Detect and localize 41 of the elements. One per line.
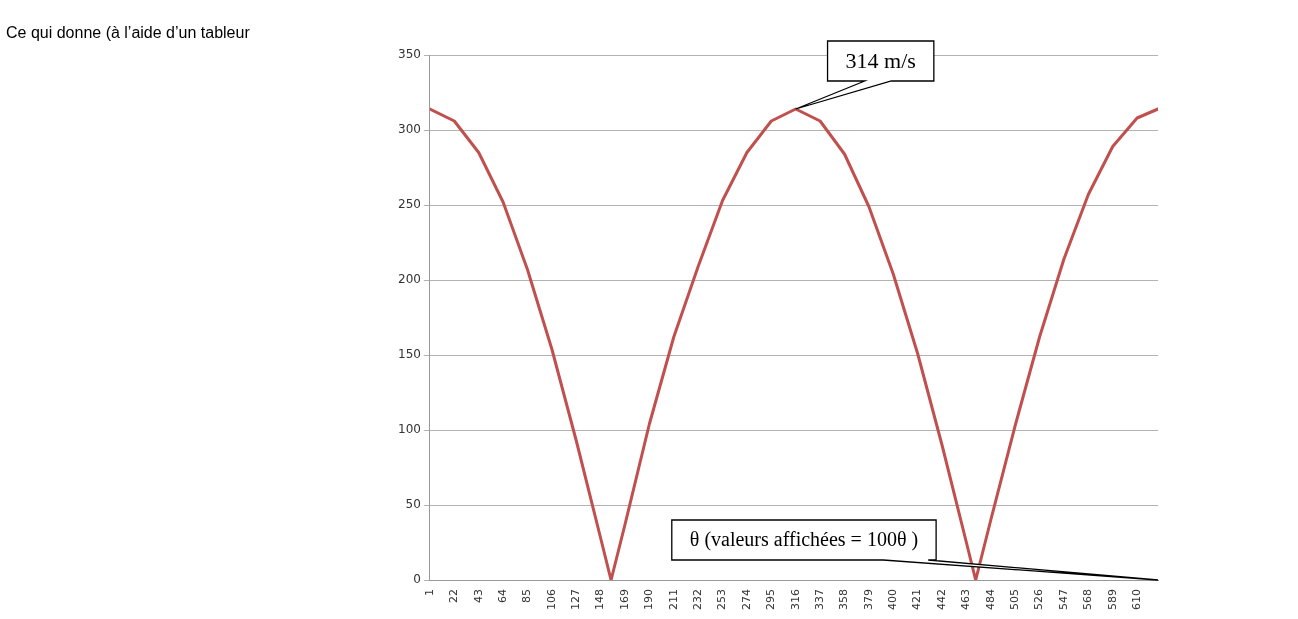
x-tick-label: 295 — [764, 589, 778, 610]
x-tick-label: 43 — [471, 589, 485, 603]
x-tick-label: 106 — [544, 589, 558, 610]
x-tick-label: 547 — [1056, 589, 1070, 610]
x-tick-label: 484 — [983, 589, 997, 610]
x-tick-label: 274 — [739, 589, 753, 610]
x-tick-label: 253 — [715, 589, 729, 610]
x-tick-label: 421 — [910, 589, 924, 610]
y-tick-label: 50 — [405, 497, 421, 512]
x-tick-label: 463 — [959, 589, 973, 610]
y-tick-label: 100 — [398, 422, 421, 437]
x-tick-label: 337 — [812, 589, 826, 610]
x-tick-label: 526 — [1032, 589, 1046, 610]
x-tick-label: 442 — [934, 589, 948, 610]
y-tick-label: 0 — [413, 572, 421, 587]
x-tick-label: 505 — [1008, 589, 1022, 610]
x-tick-label: 190 — [642, 589, 656, 610]
y-tick-label: 300 — [398, 122, 421, 137]
annotation: 314 m/s — [845, 47, 916, 73]
text: Ce qui donne (à l’aide d’un tableur — [6, 24, 250, 42]
x-tick-label: 358 — [837, 589, 851, 610]
x-tick-label: 64 — [495, 589, 509, 603]
x-tick-label: 169 — [617, 589, 631, 610]
x-tick-label: 211 — [666, 589, 680, 610]
y-tick-label: 150 — [398, 347, 421, 362]
x-axis-title: θ (valeurs affichées = 100θ ) — [689, 528, 919, 552]
x-tick-label: 232 — [691, 589, 705, 610]
x-tick-label: 400 — [886, 589, 900, 610]
x-tick-label: 379 — [861, 589, 875, 610]
x-tick-label: 127 — [569, 589, 583, 610]
x-tick-label: 316 — [788, 589, 802, 610]
x-tick-label: 22 — [447, 589, 461, 603]
y-tick-label: 250 — [398, 197, 421, 212]
x-tick-label: 148 — [593, 589, 607, 610]
x-tick-label: 1 — [422, 589, 436, 596]
y-tick-label: 200 — [398, 272, 421, 287]
x-tick-label: 589 — [1105, 589, 1119, 610]
x-tick-label: 610 — [1129, 589, 1143, 610]
x-tick-label: 85 — [520, 589, 534, 603]
y-tick-label: 350 — [398, 47, 421, 62]
x-tick-label: 568 — [1081, 589, 1095, 610]
